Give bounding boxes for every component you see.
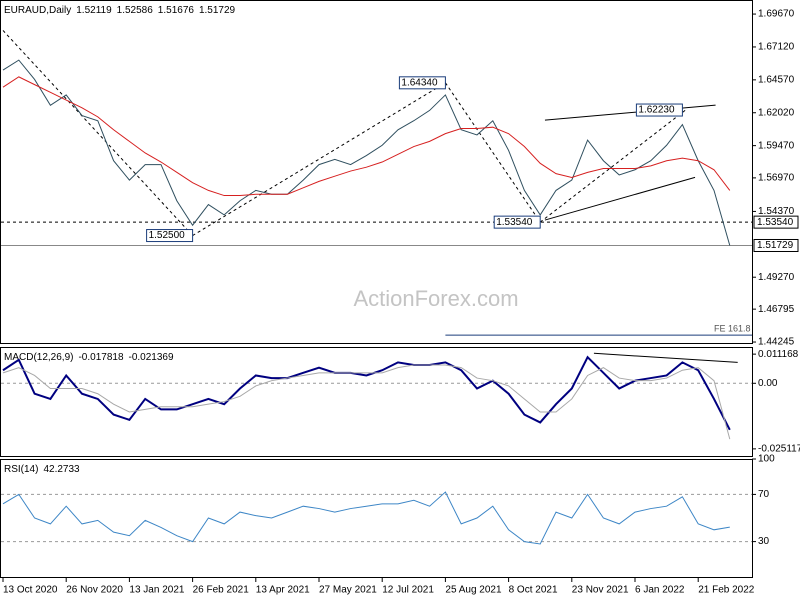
- annotation-box: [493, 215, 541, 229]
- price-label: 1.51729: [757, 240, 794, 251]
- y-tick-label: 1.69670: [758, 9, 795, 20]
- y-tick-label: 70: [758, 489, 770, 500]
- header-value: -0.021369: [129, 352, 174, 363]
- title: RSI(14): [4, 464, 38, 475]
- annotation-label: 1.53540: [496, 217, 533, 228]
- y-tick-label: -0.025117: [758, 444, 800, 455]
- trendline: [544, 104, 716, 121]
- trendline: [2, 30, 193, 236]
- x-tick-label: 13 Jan 2021: [129, 585, 184, 596]
- header-value: 1.52119: [76, 5, 112, 16]
- x-tick-label: 12 Jul 2021: [382, 585, 434, 596]
- x-tick-label: 25 Aug 2021: [445, 585, 502, 596]
- series-line: [2, 364, 731, 440]
- series-line: [2, 59, 731, 246]
- header-value: 1.51676: [158, 5, 195, 16]
- annotation-box: [635, 103, 683, 117]
- x-tick-label: 26 Nov 2020: [66, 585, 123, 596]
- fe-label: FE 161.8: [714, 324, 751, 334]
- y-tick-label: 100: [758, 454, 775, 465]
- y-tick-label: 1.67120: [758, 42, 795, 53]
- y-tick-label: 0.00: [758, 378, 778, 389]
- y-tick-label: 1.44245: [758, 337, 795, 348]
- title: MACD(12,26,9): [4, 352, 73, 363]
- price-label-box: [753, 238, 799, 252]
- trendline: [192, 82, 446, 236]
- y-tick-label: 1.56970: [758, 173, 795, 184]
- y-tick-label: 30: [758, 536, 770, 547]
- macd-panel: [0, 347, 753, 457]
- panel-title: MACD(12,26,9) -0.017818 -0.021369: [4, 352, 174, 363]
- header-value: 1.52586: [117, 5, 154, 16]
- header-value: 42.2733: [43, 464, 80, 475]
- y-tick-label: 1.62020: [758, 107, 795, 118]
- annotation-box: [146, 229, 194, 243]
- x-tick-label: 26 Feb 2021: [193, 585, 250, 596]
- panel-title: RSI(14) 42.2733: [4, 464, 80, 475]
- rsi-panel: [0, 459, 753, 578]
- x-tick-label: 8 Oct 2021: [509, 585, 558, 596]
- series-line: [2, 491, 730, 545]
- x-tick-label: 6 Jan 2022: [635, 585, 685, 596]
- panel-title: EURAUD,Daily 1.52119 1.52586 1.51676 1.51729: [4, 5, 236, 16]
- annotation-label: 1.62230: [638, 105, 675, 116]
- y-tick-label: 1.64570: [758, 74, 795, 85]
- x-tick-label: 23 Nov 2021: [572, 585, 629, 596]
- series-line: [2, 76, 731, 197]
- y-tick-label: 0.011168: [758, 349, 799, 360]
- annotation-label: 1.64340: [401, 77, 438, 88]
- y-tick-label: 1.46795: [758, 304, 795, 315]
- trendline: [544, 176, 696, 221]
- header-value: -0.017818: [78, 352, 123, 363]
- y-tick-label: 1.59470: [758, 140, 795, 151]
- header-value: 1.51729: [199, 5, 236, 16]
- x-tick-label: 13 Apr 2021: [256, 585, 310, 596]
- price-label: 1.53540: [757, 217, 794, 228]
- y-tick-label: 1.54370: [758, 206, 795, 217]
- watermark: ActionForex.com: [353, 286, 518, 311]
- price-panel: [0, 0, 753, 344]
- x-tick-label: 27 May 2021: [319, 585, 377, 596]
- title: EURAUD,Daily: [4, 5, 71, 16]
- annotation-box: [398, 76, 446, 90]
- trendline: [593, 352, 738, 363]
- series-line: [2, 355, 731, 431]
- y-tick-label: 1.49270: [758, 272, 795, 283]
- trendline: [444, 82, 541, 223]
- annotation-label: 1.52500: [149, 230, 186, 241]
- x-tick-label: 21 Feb 2022: [698, 585, 755, 596]
- trendline: [539, 109, 686, 223]
- x-tick-label: 13 Oct 2020: [3, 585, 58, 596]
- price-label-box: [753, 215, 799, 229]
